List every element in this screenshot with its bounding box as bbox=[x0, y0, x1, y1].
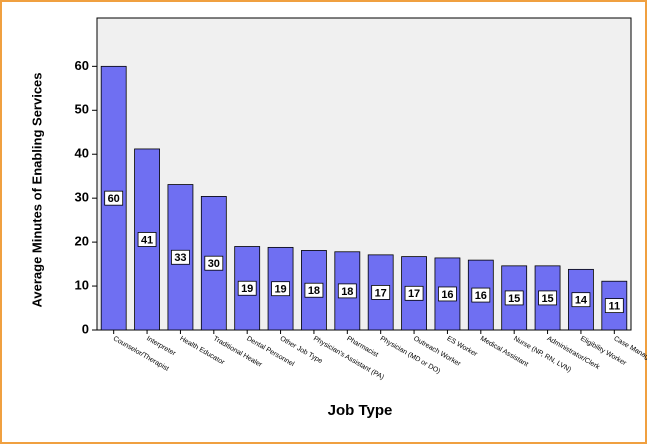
value-label-box bbox=[104, 190, 124, 206]
value-label: 41 bbox=[141, 234, 153, 246]
value-label-box bbox=[304, 282, 324, 298]
value-label: 18 bbox=[341, 286, 353, 298]
value-label: 16 bbox=[441, 289, 453, 301]
y-tick-label: 60 bbox=[75, 58, 89, 73]
x-axis-title: Job Type bbox=[328, 402, 393, 419]
value-label: 11 bbox=[608, 301, 620, 313]
value-label-box bbox=[271, 281, 290, 297]
value-label: 18 bbox=[308, 285, 320, 297]
value-label: 16 bbox=[475, 290, 487, 302]
value-label: 15 bbox=[508, 293, 520, 305]
value-label-box bbox=[438, 286, 457, 302]
value-label-box bbox=[337, 283, 357, 299]
value-label: 15 bbox=[541, 293, 553, 305]
value-label-box bbox=[237, 280, 257, 296]
y-tick-label: 50 bbox=[75, 102, 89, 117]
value-label: 30 bbox=[208, 258, 220, 270]
value-label-box bbox=[571, 292, 591, 308]
value-label-box bbox=[204, 255, 224, 271]
value-label: 33 bbox=[174, 252, 186, 264]
y-tick-label: 40 bbox=[75, 146, 89, 161]
value-label-box bbox=[504, 290, 524, 306]
value-label-box bbox=[604, 298, 624, 314]
y-tick-label: 0 bbox=[82, 321, 89, 336]
value-label: 19 bbox=[241, 283, 253, 295]
value-label: 19 bbox=[274, 284, 286, 296]
y-tick-label: 10 bbox=[75, 277, 89, 292]
value-label-box bbox=[404, 285, 424, 301]
value-label: 60 bbox=[108, 193, 120, 205]
y-axis-title: Average Minutes of Enabling Services bbox=[29, 72, 44, 307]
value-label: 17 bbox=[408, 288, 420, 300]
value-label-box bbox=[471, 287, 491, 303]
value-label-box bbox=[171, 249, 190, 265]
value-label-box bbox=[538, 290, 557, 306]
value-label: 14 bbox=[575, 295, 588, 307]
value-label-box bbox=[371, 285, 391, 300]
value-label-box bbox=[137, 232, 157, 247]
value-label: 17 bbox=[375, 287, 387, 299]
y-tick-label: 30 bbox=[75, 190, 89, 205]
y-tick-label: 20 bbox=[75, 234, 89, 249]
